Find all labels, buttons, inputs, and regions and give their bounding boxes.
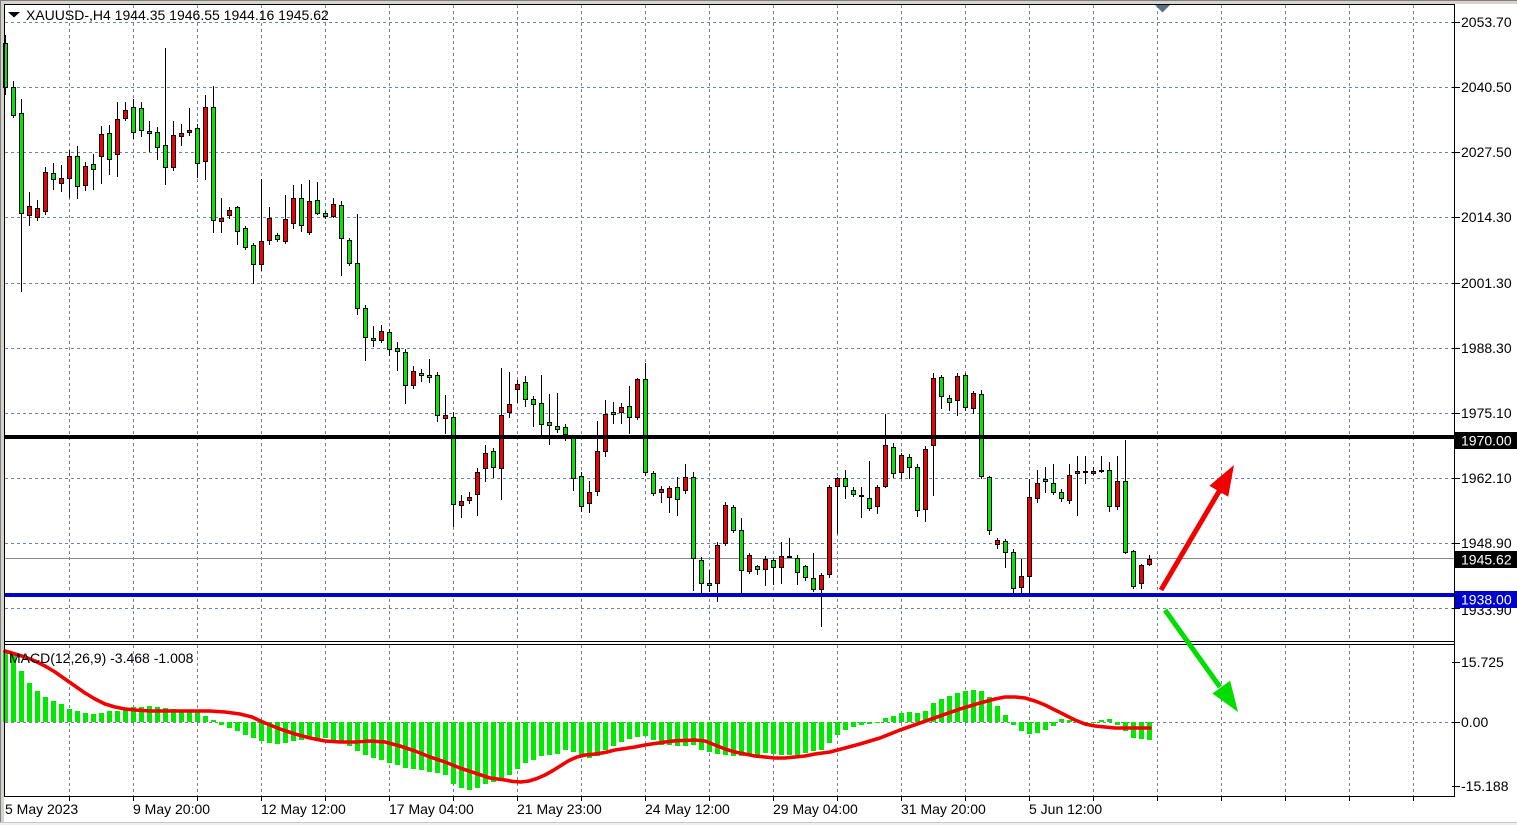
svg-text:31 May 20:00: 31 May 20:00 bbox=[901, 801, 986, 817]
svg-text:5 May 2023: 5 May 2023 bbox=[5, 801, 78, 817]
svg-text:1938.00: 1938.00 bbox=[1461, 592, 1512, 608]
svg-text:21 May 23:00: 21 May 23:00 bbox=[517, 801, 602, 817]
svg-text:2040.50: 2040.50 bbox=[1461, 79, 1512, 95]
svg-text:1962.10: 1962.10 bbox=[1461, 470, 1512, 486]
svg-text:1975.10: 1975.10 bbox=[1461, 405, 1512, 421]
svg-text:MACD(12,26,9) -3.468 -1.008: MACD(12,26,9) -3.468 -1.008 bbox=[9, 650, 194, 666]
svg-text:XAUUSD-,H4 1944.35 1946.55 19: XAUUSD-,H4 1944.35 1946.55 1944.16 1945.… bbox=[26, 7, 329, 23]
svg-text:12 May 12:00: 12 May 12:00 bbox=[261, 801, 346, 817]
svg-text:1988.30: 1988.30 bbox=[1461, 340, 1512, 356]
svg-text:24 May 12:00: 24 May 12:00 bbox=[645, 801, 730, 817]
svg-text:1948.90: 1948.90 bbox=[1461, 535, 1512, 551]
svg-text:2014.30: 2014.30 bbox=[1461, 209, 1512, 225]
svg-text:17 May 04:00: 17 May 04:00 bbox=[389, 801, 474, 817]
svg-text:29 May 04:00: 29 May 04:00 bbox=[773, 801, 858, 817]
svg-text:2027.50: 2027.50 bbox=[1461, 144, 1512, 160]
svg-text:1945.62: 1945.62 bbox=[1461, 552, 1512, 568]
svg-text:5 Jun 12:00: 5 Jun 12:00 bbox=[1029, 801, 1102, 817]
svg-text:-15.188: -15.188 bbox=[1461, 778, 1509, 794]
svg-text:2053.70: 2053.70 bbox=[1461, 14, 1512, 30]
svg-text:2001.30: 2001.30 bbox=[1461, 275, 1512, 291]
svg-text:1970.00: 1970.00 bbox=[1461, 433, 1512, 449]
svg-text:15.725: 15.725 bbox=[1461, 654, 1504, 670]
svg-text:0.00: 0.00 bbox=[1461, 714, 1488, 730]
svg-text:9 May 20:00: 9 May 20:00 bbox=[133, 801, 210, 817]
